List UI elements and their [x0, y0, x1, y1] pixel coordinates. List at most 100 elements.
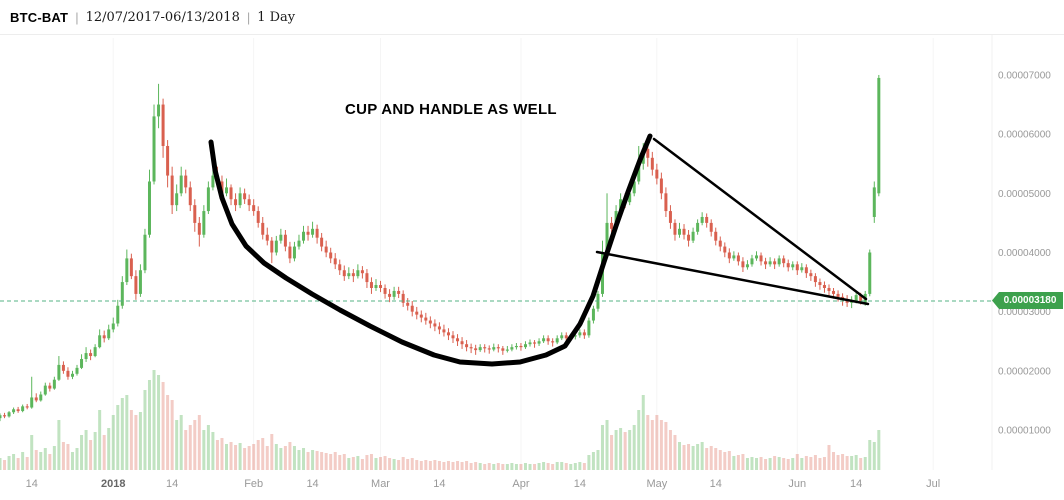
candle-body	[777, 258, 781, 265]
volume-bar	[705, 448, 709, 470]
volume-bar	[542, 462, 546, 470]
candle-body	[175, 193, 179, 206]
candle-body	[732, 255, 736, 259]
candle-body	[288, 246, 292, 259]
volume-bar	[773, 456, 777, 470]
candle-body	[30, 397, 34, 408]
cup-handle-curve[interactable]	[208, 133, 653, 367]
volume-bar	[166, 395, 170, 470]
volume-bar	[736, 455, 740, 470]
volume-bar	[709, 446, 713, 470]
candle-body	[673, 222, 677, 235]
candle-body	[406, 302, 410, 306]
x-axis-label: Mar	[371, 478, 390, 490]
candle-body	[324, 246, 328, 253]
candle-body	[496, 347, 500, 349]
candle-body	[261, 222, 265, 235]
candle-body	[587, 320, 591, 336]
volume-bar	[157, 375, 161, 470]
volume-bar	[664, 422, 668, 470]
candle-body	[727, 252, 731, 259]
candle-body	[800, 267, 804, 271]
candle-body	[347, 273, 351, 277]
volume-bar	[161, 382, 165, 470]
candle-body	[188, 187, 192, 206]
candle-body	[827, 287, 831, 291]
candle-body	[297, 240, 301, 247]
volume-bar	[125, 395, 129, 470]
volume-bar	[138, 412, 142, 470]
candle-body	[483, 347, 487, 349]
volume-bar	[619, 428, 623, 470]
volume-bar	[261, 438, 265, 470]
candle-body	[505, 349, 509, 351]
candle-body	[120, 282, 124, 306]
candle-body	[836, 293, 840, 297]
candle-body	[111, 323, 115, 330]
volume-bar	[469, 463, 473, 470]
candle-body	[446, 332, 450, 336]
candle-body	[514, 345, 518, 348]
candle-body	[243, 193, 247, 200]
y-axis-label: 0.00005000	[998, 189, 1051, 200]
candle-body	[591, 308, 595, 321]
wedge-upper-line[interactable]	[652, 137, 868, 301]
candle-body	[66, 370, 70, 377]
candle-body	[415, 311, 419, 315]
volume-bar	[102, 435, 106, 470]
volume-bar	[487, 463, 491, 470]
volume-bar	[21, 452, 25, 470]
volume-bar	[288, 442, 292, 470]
candle-body	[211, 175, 215, 188]
volume-bar	[43, 448, 47, 470]
volume-bar	[718, 450, 722, 470]
x-axis-label: 14	[433, 478, 445, 490]
volume-bar	[84, 430, 88, 470]
candle-body	[12, 409, 16, 413]
volume-bar	[70, 452, 74, 470]
volume-bar	[188, 425, 192, 470]
volume-bar	[206, 425, 210, 470]
volume-bar	[365, 455, 369, 470]
candle-body	[320, 237, 324, 247]
candle-body	[397, 290, 401, 294]
candle-body	[546, 338, 550, 342]
candle-body	[356, 270, 360, 277]
chart-annotation-text[interactable]: CUP AND HANDLE AS WELL	[345, 101, 557, 118]
volume-bar	[220, 438, 224, 470]
candle-body	[474, 348, 478, 351]
candle-body	[252, 205, 256, 212]
volume-bar	[456, 461, 460, 470]
volume-bar	[795, 454, 799, 470]
volume-bar	[379, 457, 383, 470]
volume-bar	[274, 444, 278, 470]
volume-bar	[514, 464, 518, 470]
volume-bar	[256, 440, 260, 470]
volume-bar	[741, 454, 745, 470]
candle-body	[582, 332, 586, 336]
volume-bar	[492, 464, 496, 470]
volume-bar	[61, 442, 65, 470]
volume-bar	[415, 460, 419, 470]
candle-body	[655, 169, 659, 179]
volume-bar	[333, 452, 337, 470]
volume-bar	[478, 463, 482, 470]
candle-body	[256, 211, 260, 223]
candle-body	[537, 341, 541, 344]
candle-body	[664, 193, 668, 212]
volume-bar	[655, 415, 659, 470]
candle-body	[668, 211, 672, 223]
volume-bar	[238, 443, 242, 470]
volume-bar	[605, 420, 609, 470]
candle-body	[646, 148, 650, 158]
volume-bar	[641, 395, 645, 470]
date-range: 12/07/2017-06/13/2018	[85, 9, 240, 25]
wedge-lower-line[interactable]	[595, 250, 870, 306]
volume-bar	[297, 450, 301, 470]
volume-bar	[401, 457, 405, 470]
candle-body	[338, 264, 342, 271]
volume-bar	[369, 454, 373, 470]
candle-body	[392, 290, 396, 297]
volume-bar	[383, 456, 387, 470]
